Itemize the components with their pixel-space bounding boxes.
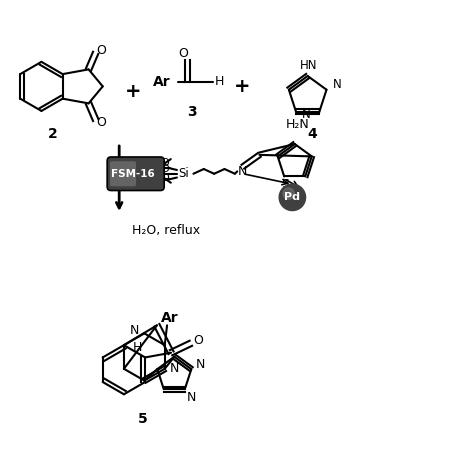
Text: N: N [196, 358, 205, 371]
Text: 3: 3 [187, 105, 197, 119]
Text: O: O [96, 44, 106, 57]
Text: O: O [178, 47, 188, 60]
Text: N: N [187, 391, 197, 404]
FancyBboxPatch shape [110, 161, 136, 186]
Text: O: O [160, 158, 169, 168]
Circle shape [279, 184, 306, 210]
Text: Ar: Ar [154, 75, 171, 89]
Text: O: O [96, 116, 106, 129]
Text: H: H [214, 75, 224, 88]
Text: Pd: Pd [284, 192, 301, 202]
Text: Si: Si [179, 167, 189, 180]
Text: +: + [234, 77, 250, 96]
Text: O: O [160, 164, 169, 174]
Text: 2: 2 [48, 127, 58, 141]
Circle shape [283, 188, 294, 199]
Text: N: N [238, 165, 247, 178]
Text: N: N [129, 324, 138, 338]
Text: HN: HN [300, 59, 318, 72]
FancyBboxPatch shape [107, 157, 164, 190]
Text: H: H [133, 341, 142, 354]
Text: N: N [169, 362, 179, 375]
Text: N: N [302, 108, 311, 121]
Text: H₂O, reflux: H₂O, reflux [132, 224, 201, 237]
Text: O: O [193, 334, 203, 347]
Text: N: N [332, 78, 341, 92]
Text: 4: 4 [308, 127, 317, 141]
Text: Ar: Ar [161, 311, 178, 325]
Text: H₂N: H₂N [286, 118, 310, 131]
Text: FSM-16: FSM-16 [111, 169, 155, 179]
Text: S: S [281, 179, 289, 191]
Text: +: + [125, 82, 142, 101]
Text: 5: 5 [138, 412, 147, 426]
Text: O: O [160, 173, 169, 183]
